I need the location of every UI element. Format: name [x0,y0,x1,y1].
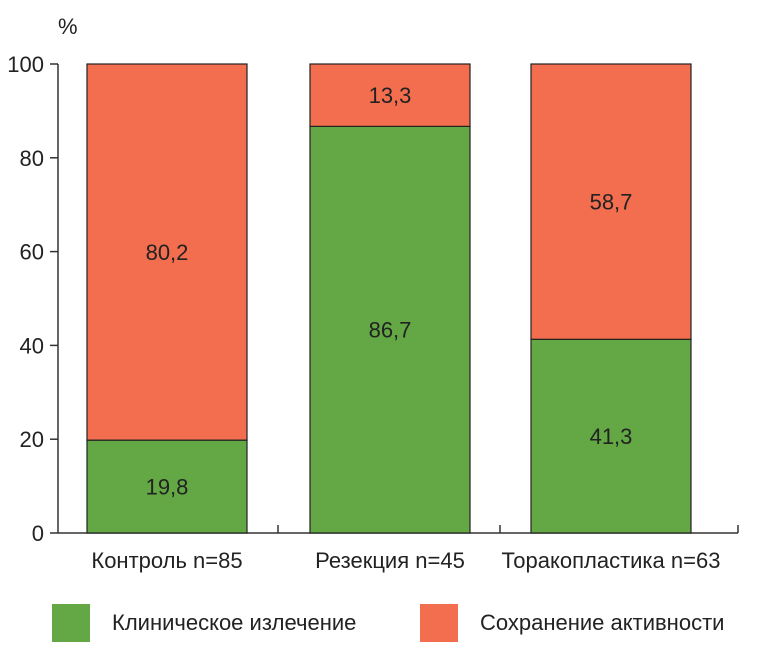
chart-bars [86,63,692,534]
y-tick-label-100: 100 [7,52,44,77]
legend-label-clinical-cure: Клиническое излечение [112,610,357,635]
y-tick-label-40: 40 [20,333,44,358]
legend-item-clinical-cure: Клиническое излечение [52,604,356,642]
legend-label-activity-preserved: Сохранение активности [480,610,725,635]
stacked-bar-chart: % 0 20 40 60 80 100 19,8 80,2 Контроль n=85 86,7… [7,14,739,573]
legend-item-activity-preserved: Сохранение активности [420,604,724,642]
bar-2-series-1 [530,63,692,340]
value-label-0-series-0: 19,8 [146,475,189,500]
legend-swatch-activity-preserved [420,604,458,642]
category-label-0: Контроль n=85 [91,548,242,573]
bar-0-series-1 [86,63,248,441]
y-tick-label-20: 20 [20,427,44,452]
value-label-2-series-0: 41,3 [590,424,633,449]
value-label-2-series-1: 58,7 [590,190,633,215]
value-label-1-series-1: 13,3 [369,83,412,108]
bar-1-series-0 [309,125,471,534]
legend-swatch-clinical-cure [52,604,90,642]
y-tick-label-80: 80 [20,146,44,171]
y-tick-label-60: 60 [20,240,44,265]
y-axis-unit-label: % [58,14,78,39]
chart-legend: Клиническое излечение Сохранение активно… [0,600,775,650]
bar-1-series-1 [309,63,471,127]
chart-value-labels: 19,8 80,2 Контроль n=85 86,7 13,3 Резекция n=… [91,83,720,573]
value-label-1-series-0: 86,7 [369,318,412,343]
y-tick-label-0: 0 [32,521,44,546]
category-label-2: Торакопластика n=63 [502,548,721,573]
category-label-1: Резекция n=45 [315,548,465,573]
bar-2-series-0 [530,338,692,534]
bar-0-series-0 [86,439,248,534]
value-label-0-series-1: 80,2 [146,240,189,265]
